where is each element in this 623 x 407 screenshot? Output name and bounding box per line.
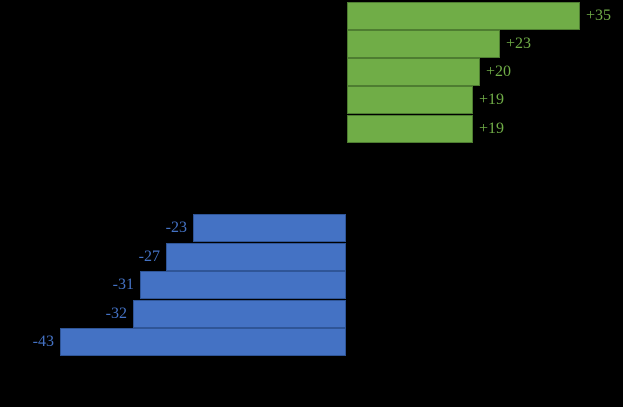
positive-bar — [347, 115, 473, 143]
negative-bar-label: -23 — [165, 219, 187, 236]
positive-bar-label: +20 — [486, 63, 512, 80]
negative-bar — [133, 300, 346, 328]
positive-bar-label: +35 — [586, 7, 612, 24]
positive-bar-label: +19 — [479, 120, 505, 137]
negative-bar — [60, 328, 346, 356]
negative-bar — [166, 243, 346, 271]
negative-bar-label: -32 — [105, 305, 127, 322]
negative-bar — [193, 214, 346, 242]
negative-bar-label: -43 — [32, 333, 54, 350]
positive-bar-label: +23 — [506, 35, 532, 52]
negative-bar-label: -27 — [138, 248, 160, 265]
positive-bar — [347, 86, 473, 114]
negative-bar — [140, 271, 346, 299]
positive-bar — [347, 30, 500, 58]
positive-bar-label: +19 — [479, 91, 505, 108]
positive-bar — [347, 2, 580, 30]
negative-bar-label: -31 — [112, 276, 134, 293]
positive-bar — [347, 58, 480, 86]
